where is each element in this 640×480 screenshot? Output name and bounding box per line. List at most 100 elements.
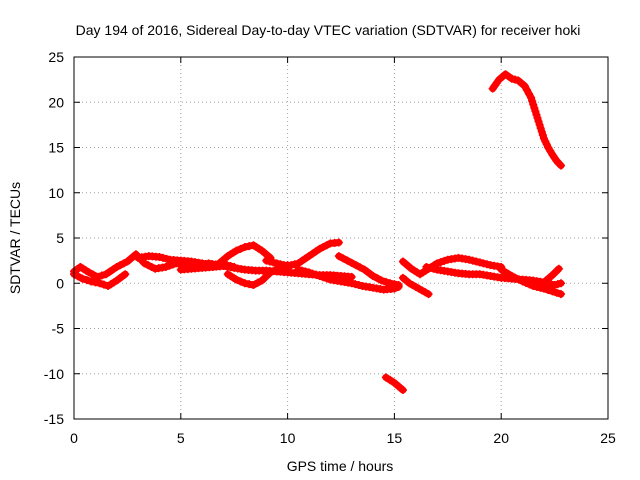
data-point xyxy=(482,260,491,269)
series-arc-8 xyxy=(294,265,403,294)
y-axis-label: SDTVAR / TECUs xyxy=(7,182,23,294)
data-point xyxy=(82,276,91,285)
data-point xyxy=(373,274,382,283)
data-point xyxy=(283,262,292,271)
data-point xyxy=(97,271,106,280)
data-point xyxy=(232,275,241,284)
data-point xyxy=(262,256,271,265)
data-point xyxy=(315,244,324,253)
data-point xyxy=(343,256,352,265)
data-point xyxy=(386,376,395,385)
data-point xyxy=(161,262,170,271)
data-point xyxy=(557,161,566,170)
data-point xyxy=(515,275,523,284)
y-tick-label: 15 xyxy=(48,140,64,156)
data-point xyxy=(266,268,275,277)
data-point xyxy=(245,242,254,251)
data-point xyxy=(272,259,281,268)
data-point xyxy=(99,280,108,289)
data-point xyxy=(468,256,477,265)
data-point xyxy=(436,258,445,267)
data-point xyxy=(319,243,328,252)
data-point xyxy=(386,279,395,288)
data-point xyxy=(116,261,125,270)
data-point xyxy=(322,241,331,250)
data-point xyxy=(475,258,484,267)
data-point xyxy=(89,270,98,279)
data-point xyxy=(121,270,130,279)
data-point xyxy=(312,270,321,279)
data-point xyxy=(522,278,531,287)
data-point xyxy=(394,382,403,391)
data-point xyxy=(426,263,434,272)
series-arc-15 xyxy=(535,264,563,291)
y-tick-label: 25 xyxy=(48,49,64,65)
y-tick-label: 10 xyxy=(48,185,64,201)
data-point xyxy=(511,273,520,282)
data-point xyxy=(557,279,566,288)
y-tick-label: 0 xyxy=(56,275,64,291)
x-tick-label: 15 xyxy=(387,430,403,446)
data-point xyxy=(319,273,328,282)
data-point xyxy=(308,269,317,278)
data-point xyxy=(304,268,313,277)
x-axis-label: GPS time / hours xyxy=(287,458,394,474)
data-point xyxy=(91,278,100,287)
data-point xyxy=(276,260,285,269)
data-point xyxy=(119,259,128,268)
data-point xyxy=(74,272,83,281)
data-point xyxy=(249,281,258,290)
data-point xyxy=(552,288,561,297)
data-point xyxy=(369,272,378,281)
y-tick-label: -10 xyxy=(44,366,64,382)
data-point xyxy=(544,286,553,295)
data-point xyxy=(270,266,279,275)
data-point xyxy=(84,268,93,277)
data-point xyxy=(472,257,481,266)
data-point xyxy=(232,246,241,255)
data-point xyxy=(390,280,399,289)
data-point xyxy=(147,262,156,271)
data-point xyxy=(322,274,331,283)
data-point xyxy=(144,261,153,270)
data-point xyxy=(87,277,96,286)
data-point xyxy=(356,263,365,272)
data-point xyxy=(287,261,296,270)
data-point xyxy=(529,281,538,290)
series-arc-2 xyxy=(70,270,130,290)
data-point xyxy=(525,280,534,289)
data-point xyxy=(548,287,557,296)
series-arc-10 xyxy=(381,373,407,395)
x-tick-label: 5 xyxy=(177,430,185,446)
data-point xyxy=(334,238,343,247)
series-arc-7 xyxy=(262,238,343,271)
series-arc-12 xyxy=(398,273,433,299)
x-tick-label: 10 xyxy=(280,430,296,446)
data-point xyxy=(354,281,363,290)
data-point xyxy=(424,290,433,299)
y-tick-label: -15 xyxy=(44,411,64,427)
series-arc-16 xyxy=(488,70,566,170)
data-point xyxy=(381,373,390,382)
data-point xyxy=(290,260,299,269)
data-point xyxy=(440,256,449,265)
data-point xyxy=(377,276,386,285)
data-point xyxy=(162,254,171,263)
series-arc-6 xyxy=(223,261,292,290)
data-point xyxy=(334,252,343,261)
data-point xyxy=(112,262,121,271)
data-point xyxy=(518,277,527,286)
data-point xyxy=(398,386,407,395)
data-point xyxy=(347,279,356,288)
series-arc-9 xyxy=(334,252,403,290)
data-point xyxy=(429,264,438,273)
data-point xyxy=(381,277,390,286)
data-point xyxy=(390,378,399,387)
data-point xyxy=(294,265,303,274)
data-point xyxy=(465,255,474,264)
data-point xyxy=(253,278,262,287)
y-tick-label: -5 xyxy=(52,321,65,337)
data-point xyxy=(339,254,348,263)
